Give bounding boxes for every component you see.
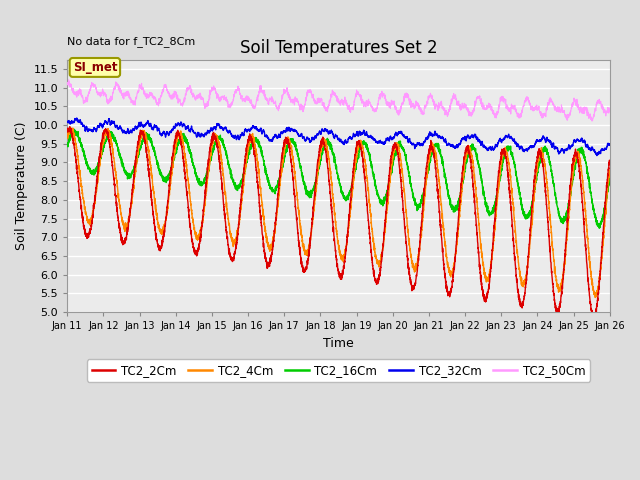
Legend: TC2_2Cm, TC2_4Cm, TC2_16Cm, TC2_32Cm, TC2_50Cm: TC2_2Cm, TC2_4Cm, TC2_16Cm, TC2_32Cm, TC… [87, 360, 590, 382]
X-axis label: Time: Time [323, 336, 354, 349]
Y-axis label: Soil Temperature (C): Soil Temperature (C) [15, 121, 28, 250]
Title: Soil Temperatures Set 2: Soil Temperatures Set 2 [239, 38, 437, 57]
Text: SI_met: SI_met [72, 61, 117, 74]
Text: No data for f_TC2_8Cm: No data for f_TC2_8Cm [67, 36, 195, 48]
